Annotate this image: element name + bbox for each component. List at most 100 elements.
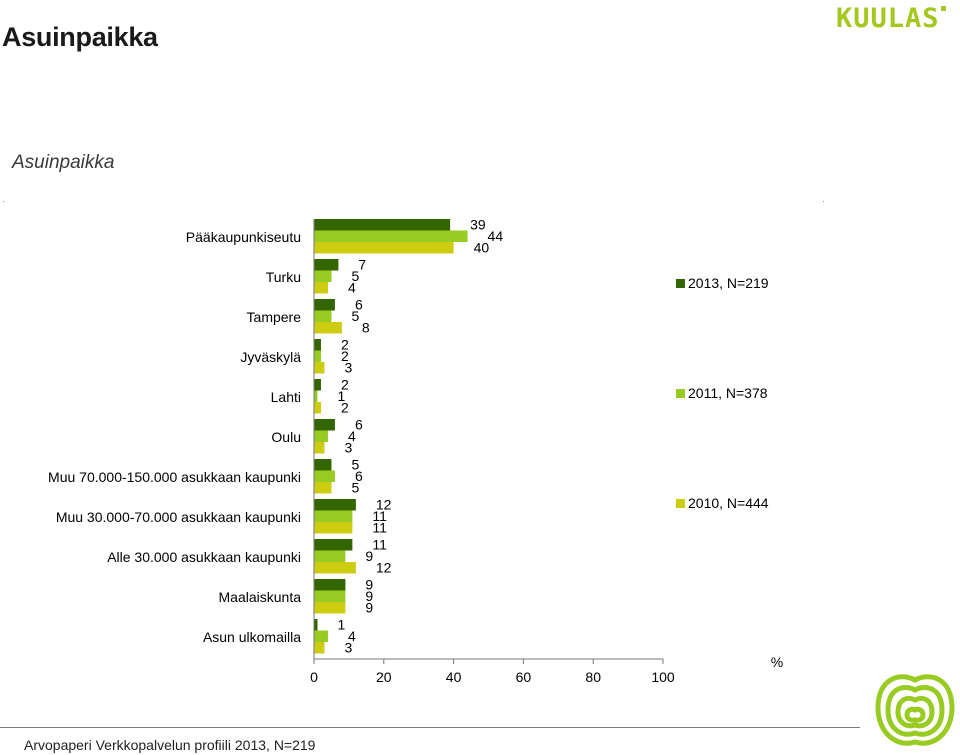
bar — [314, 630, 328, 642]
x-tick-label: 100 — [651, 669, 675, 685]
legend: 2013, N=219 2011, N=378 2010, N=444 — [676, 275, 769, 511]
category-label: Turku — [266, 269, 301, 285]
x-tick-label: 40 — [446, 669, 462, 685]
data-label: 11 — [372, 520, 387, 536]
bar — [314, 379, 321, 391]
x-tick-label: 80 — [585, 669, 601, 685]
data-label: 9 — [365, 548, 373, 564]
data-label: 4 — [348, 628, 356, 644]
bar — [314, 419, 335, 431]
legend-swatch — [676, 279, 685, 288]
bar — [314, 562, 356, 574]
corner-mark-left — [3, 201, 4, 202]
data-label: 7 — [358, 257, 366, 273]
data-label: 2 — [341, 400, 349, 416]
bar — [314, 362, 325, 374]
data-labels: 3944407546582232126435651211111191299914… — [337, 217, 503, 656]
bar — [314, 299, 335, 311]
data-label: 3 — [344, 640, 352, 656]
category-label: Maalaiskunta — [219, 589, 302, 605]
category-label: Oulu — [271, 429, 301, 445]
bar — [314, 230, 468, 242]
category-label: Asun ulkomailla — [203, 629, 301, 645]
data-label: 2 — [341, 377, 349, 393]
data-label: 44 — [488, 228, 504, 244]
bar — [314, 619, 318, 631]
bar — [314, 242, 454, 254]
bar — [314, 482, 332, 494]
legend-swatch — [676, 499, 685, 508]
data-label: 6 — [355, 468, 363, 484]
data-label: 12 — [376, 497, 392, 513]
data-label: 3 — [344, 360, 352, 376]
data-label: 5 — [351, 480, 359, 496]
x-tick-label: 20 — [376, 669, 392, 685]
data-label: 4 — [348, 280, 356, 296]
legend-label: 2010, N=444 — [688, 495, 769, 511]
bar — [314, 350, 321, 362]
data-label: 4 — [348, 428, 356, 444]
footer-text: Arvopaperi Verkkopalvelun profiili 2013,… — [24, 737, 316, 753]
data-label: 9 — [365, 600, 373, 616]
bar — [314, 339, 321, 351]
bar — [314, 590, 346, 602]
category-label: Tampere — [247, 309, 302, 325]
data-label: 39 — [470, 217, 486, 233]
data-label: 2 — [341, 337, 349, 353]
x-axis: 0 20 40 60 80 100% — [310, 219, 783, 685]
bar — [314, 459, 332, 471]
brand-logo: KUULAS — [836, 3, 946, 34]
bar — [314, 510, 353, 522]
category-label: Alle 30.000 asukkaan kaupunki — [107, 549, 301, 565]
data-label: 12 — [376, 560, 392, 576]
bar — [314, 550, 346, 562]
bar — [314, 430, 328, 442]
brand-logo-text: KUULAS — [836, 3, 940, 34]
data-label: 9 — [365, 588, 373, 604]
x-tick-label: 0 — [310, 669, 318, 685]
bar — [314, 402, 321, 414]
page-title: Asuinpaikka — [2, 22, 158, 52]
bar — [314, 579, 346, 591]
bar — [314, 642, 325, 654]
apple-logo-icon — [875, 674, 955, 746]
data-label: 6 — [355, 417, 363, 433]
x-tick-label: 60 — [516, 669, 532, 685]
data-label: 11 — [372, 508, 387, 524]
data-label: 40 — [474, 240, 490, 256]
data-label: 1 — [337, 388, 345, 404]
category-label: Lahti — [271, 389, 301, 405]
bar — [314, 219, 451, 231]
category-label: Pääkaupunkiseutu — [186, 229, 301, 245]
brand-logo-dot — [940, 6, 946, 11]
category-label: Muu 30.000-70.000 asukkaan kaupunki — [56, 509, 301, 525]
data-label: 5 — [351, 308, 359, 324]
unit-label: % — [771, 654, 783, 670]
data-label: 9 — [365, 577, 373, 593]
category-label: Jyväskylä — [240, 349, 301, 365]
data-label: 5 — [351, 268, 359, 284]
bar — [314, 499, 356, 511]
bar — [314, 390, 318, 402]
footer-divider — [0, 727, 860, 728]
bar — [314, 282, 328, 294]
data-label: 1 — [337, 617, 345, 633]
bar — [314, 322, 342, 334]
legend-label: 2013, N=219 — [688, 275, 769, 291]
bar — [314, 310, 332, 322]
data-label: 8 — [362, 320, 370, 336]
bar — [314, 259, 339, 271]
data-label: 3 — [344, 440, 352, 456]
category-label: Muu 70.000-150.000 asukkaan kaupunki — [48, 469, 301, 485]
bar — [314, 270, 332, 282]
corner-mark-right — [823, 201, 824, 202]
data-label: 11 — [372, 537, 387, 553]
bar — [314, 602, 346, 614]
legend-swatch — [676, 389, 685, 398]
bar — [314, 522, 353, 534]
bar — [314, 470, 335, 482]
data-label: 6 — [355, 297, 363, 313]
bar — [314, 539, 353, 551]
data-label: 5 — [351, 457, 359, 473]
